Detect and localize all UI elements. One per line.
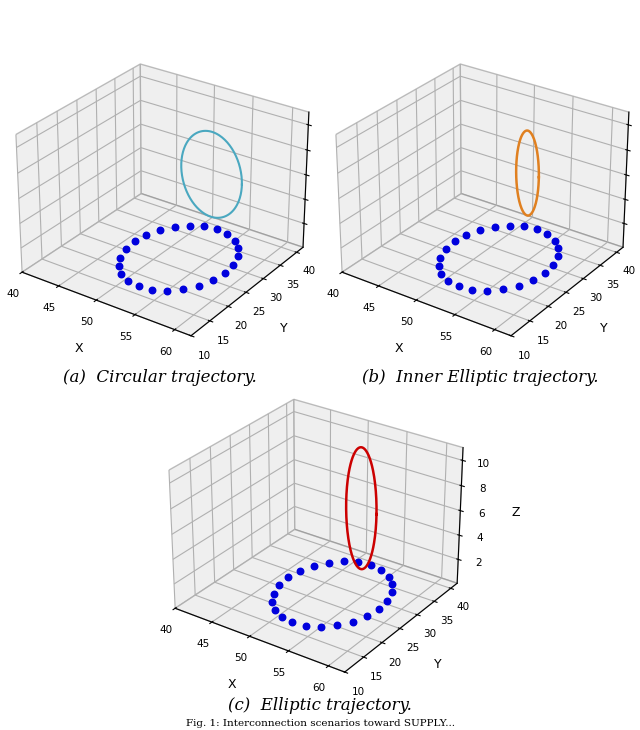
Text: Fig. 1: Interconnection scenarios toward SUPPLY...: Fig. 1: Interconnection scenarios toward… xyxy=(186,719,454,728)
Text: (a)  Circular trajectory.: (a) Circular trajectory. xyxy=(63,369,257,385)
X-axis label: X: X xyxy=(228,678,237,691)
Y-axis label: Y: Y xyxy=(600,322,608,335)
Text: (b)  Inner Elliptic trajectory.: (b) Inner Elliptic trajectory. xyxy=(362,369,598,385)
Y-axis label: Y: Y xyxy=(280,322,288,335)
X-axis label: X: X xyxy=(395,342,403,355)
Y-axis label: Y: Y xyxy=(434,658,442,672)
X-axis label: X: X xyxy=(75,342,83,355)
Text: (c)  Elliptic trajectory.: (c) Elliptic trajectory. xyxy=(228,697,412,714)
